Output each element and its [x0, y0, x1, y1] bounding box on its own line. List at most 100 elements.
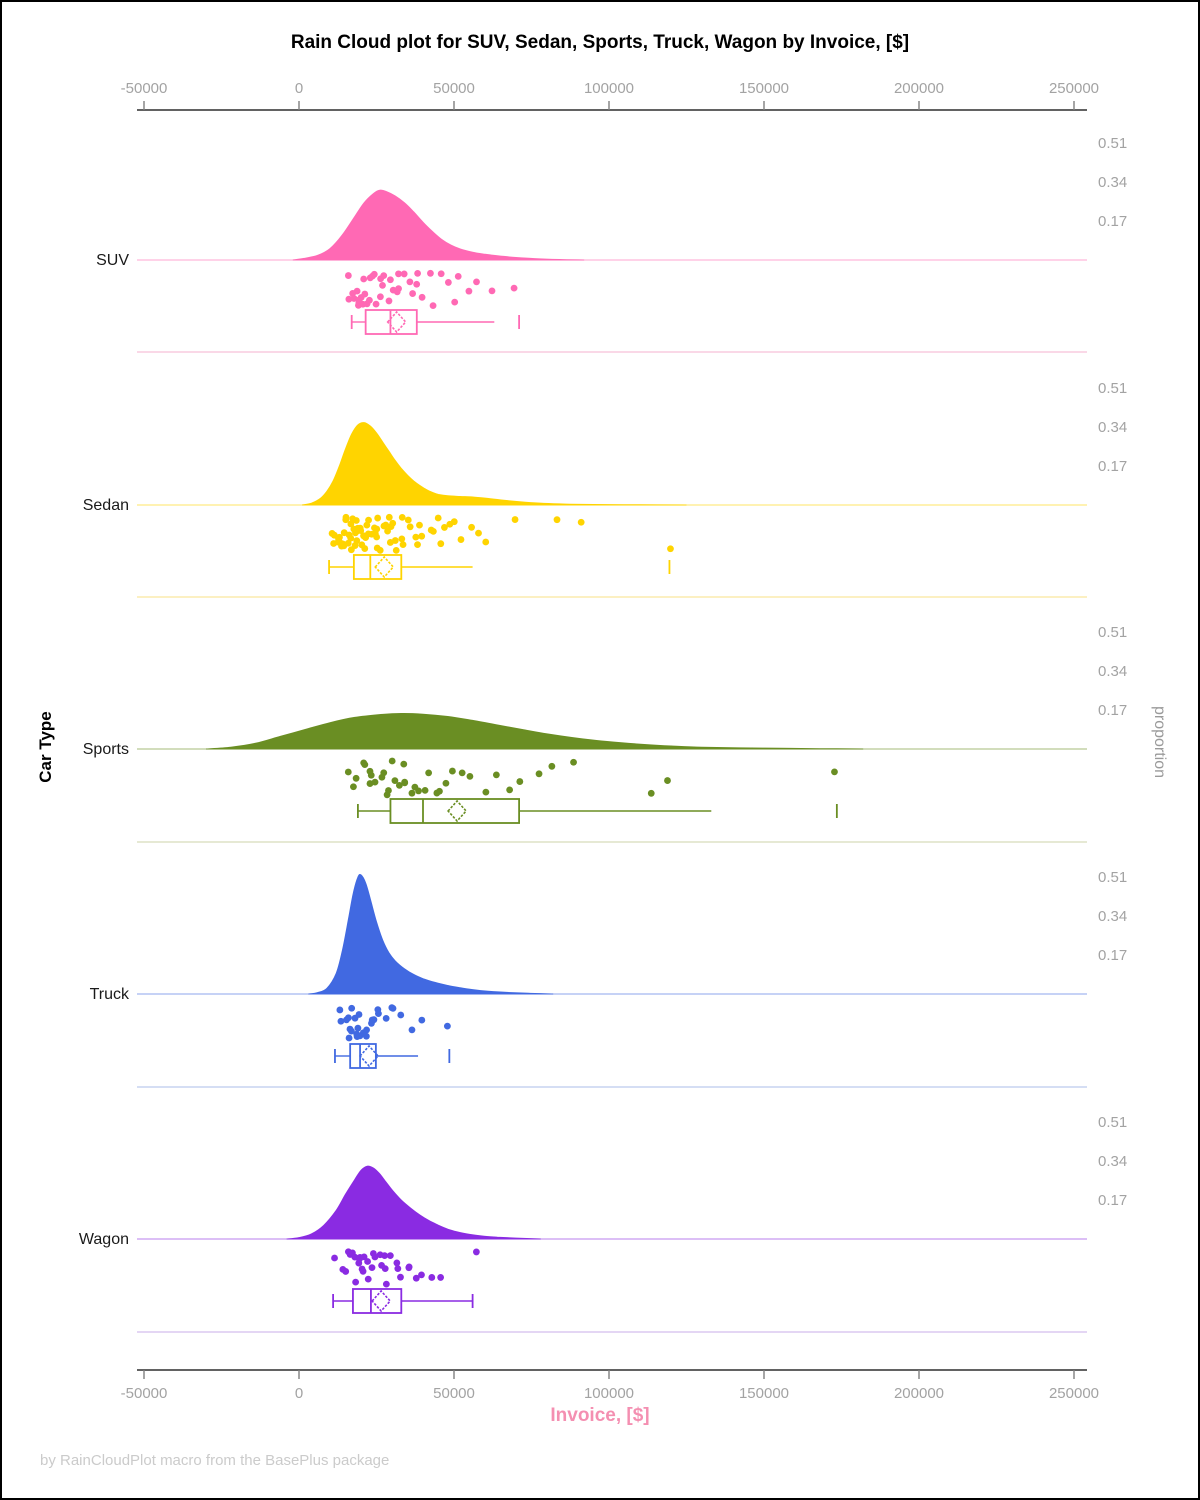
rain-dot [395, 270, 402, 278]
mean-diamond [374, 555, 395, 579]
box-plot-sports [356, 798, 838, 824]
rain-dot [647, 789, 655, 797]
rain-dot [404, 516, 412, 524]
rain-dot [344, 272, 352, 279]
rain-dot [418, 293, 426, 301]
rain-sports [344, 757, 838, 799]
rain-dot [428, 1274, 436, 1281]
rain-dot [344, 768, 352, 776]
rain-dot [458, 769, 466, 777]
rain-dot [488, 287, 496, 295]
rain-dot [350, 783, 357, 791]
rain-dot [345, 295, 353, 303]
rain-dot [376, 546, 384, 554]
rain-dot [443, 1022, 451, 1030]
rain-dot [366, 296, 373, 304]
rain-dot [353, 537, 361, 545]
rain-dot [385, 513, 393, 521]
rain-dot [385, 787, 392, 794]
rain-dot [482, 538, 490, 546]
box-plot-truck [334, 1043, 451, 1069]
rain-dot [577, 518, 585, 526]
density-area-wagon [286, 1165, 541, 1240]
x-axis-top: -50000 0 50000 100000 150000 200000 250000 [121, 80, 1099, 111]
rain-dot [348, 1027, 355, 1035]
rain-dot [406, 278, 414, 286]
rain-dot [394, 1265, 402, 1273]
rain-dot [381, 1252, 389, 1260]
y-axis-label-left: Car Type [36, 711, 55, 783]
x-axis-tick-label: 50000 [433, 80, 475, 97]
rain-dot [393, 1259, 401, 1267]
rain-dot [398, 513, 406, 521]
rain-dot [362, 534, 369, 542]
rain-dot [361, 545, 369, 552]
rain-dot [345, 531, 353, 539]
chart-title: Rain Cloud plot for SUV, Sedan, Sports, … [290, 32, 910, 53]
rain-dot [408, 1026, 416, 1034]
rain-dot [395, 285, 402, 293]
rain-dot [510, 284, 518, 292]
category-label-truck: Truck [90, 986, 130, 1003]
rain-dot [415, 787, 422, 795]
rain-dot [348, 1004, 356, 1012]
rain-truck [336, 1004, 451, 1042]
proportion-tick-label: 0.34 [1098, 174, 1127, 191]
proportion-tick-label: 0.34 [1098, 908, 1127, 925]
rain-dot [374, 1006, 382, 1014]
rain-dot [364, 1275, 372, 1283]
rain-dot [337, 1017, 345, 1025]
proportion-tick-label: 0.51 [1098, 869, 1127, 886]
rain-dot [342, 513, 350, 521]
rain-dot [444, 279, 452, 286]
x-axis-tick-label: -50000 [121, 1385, 168, 1402]
rain-dot [412, 533, 420, 541]
rain-dot [367, 771, 375, 779]
rain-dot [408, 789, 416, 797]
rain-dot [386, 276, 394, 284]
x-axis-tick-label: 100000 [584, 80, 634, 97]
rain-dot [359, 1267, 367, 1275]
x-axis-bottom: -50000 0 50000 100000 150000 200000 250000 [121, 1369, 1099, 1402]
rain-dot [365, 516, 372, 524]
box-plot-wagon [332, 1288, 474, 1314]
rain-dot [436, 787, 443, 795]
x-axis-tick-label: -50000 [121, 80, 168, 97]
rain-dot [553, 516, 561, 524]
rain-dot [414, 541, 421, 549]
proportion-tick-label: 0.51 [1098, 624, 1127, 641]
rain-dot [380, 769, 388, 777]
rain-dot [409, 290, 417, 297]
box-plot-suv [350, 309, 520, 335]
panel-wagon: 0.51 0.34 0.17 Wagon [79, 1114, 1127, 1333]
proportion-tick-label: 0.17 [1098, 213, 1127, 230]
rain-dot [381, 1265, 389, 1273]
rain-dot [506, 786, 514, 794]
box-rect [389, 798, 521, 824]
rain-dot [380, 272, 388, 280]
rain-dot [372, 300, 380, 308]
rain-dot [345, 1034, 353, 1042]
proportion-tick-label: 0.17 [1098, 947, 1127, 964]
x-axis-tick-label: 50000 [433, 1385, 475, 1402]
y-axis-label-right: proportion [1151, 705, 1168, 779]
rain-dot [347, 520, 355, 528]
rain-dot [382, 521, 390, 529]
proportion-tick-label: 0.51 [1098, 380, 1127, 397]
rain-dot [482, 788, 490, 796]
proportion-tick-label: 0.17 [1098, 1192, 1127, 1209]
rain-dot [511, 516, 519, 523]
rain-dot [345, 1014, 352, 1022]
box-rect [352, 1288, 403, 1314]
rain-dot [475, 529, 482, 537]
rain-dot [450, 518, 458, 526]
rain-dot [667, 545, 674, 553]
mean-diamond [447, 799, 468, 823]
rain-wagon [331, 1248, 480, 1288]
x-axis-title: Invoice, [$] [550, 1405, 650, 1426]
rain-dot [371, 778, 379, 786]
panel-truck: 0.51 0.34 0.17 Truck [90, 869, 1127, 1088]
rain-dot [371, 530, 379, 537]
rain-dot [353, 287, 361, 295]
rain-dot [418, 1271, 425, 1279]
